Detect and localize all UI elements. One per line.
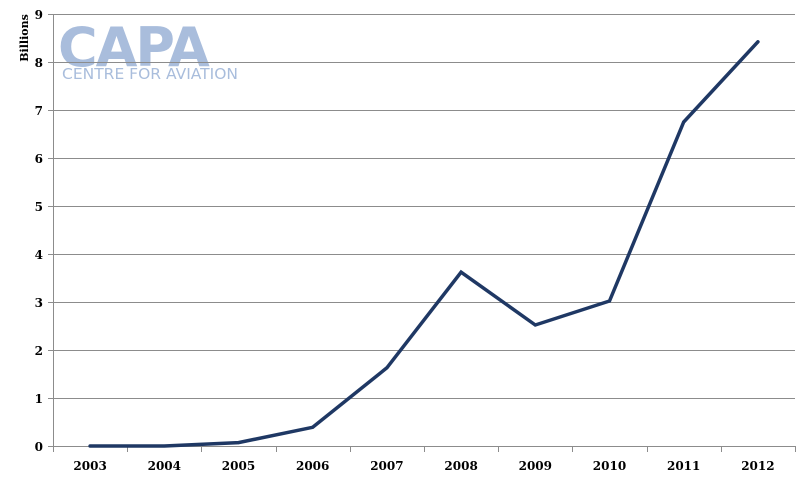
data-point [533,323,537,327]
logo-brand-text: CAPA [58,16,210,79]
x-tick-label: 2010 [593,459,626,473]
x-tick-label: 2011 [667,459,700,473]
x-tick-label: 2007 [370,459,403,473]
data-point [162,444,166,448]
x-tick-label: 2009 [519,459,552,473]
y-tick-label: 9 [35,8,43,22]
capa-logo-watermark: CAPA CENTRE FOR AVIATION [58,16,238,83]
gridlines [53,14,795,399]
data-point [459,270,463,274]
data-point [385,366,389,370]
y-tick-label: 2 [35,344,43,358]
series-group [88,40,760,448]
data-point [608,299,611,303]
y-axis-ticks: 0 1 2 3 4 5 6 7 8 9 [35,8,53,454]
y-tick-label: 3 [35,296,43,310]
x-tick-label: 2012 [741,459,774,473]
x-tick-label: 2008 [444,459,477,473]
x-axis-ticks: 2003 2004 2005 2006 2007 2008 2009 2010 2011 2012 [53,446,796,473]
y-tick-label: 5 [35,200,43,214]
data-point [88,444,92,448]
series-line-0 [88,40,760,448]
y-tick-label: 6 [35,152,43,166]
x-tick-label: 2005 [222,459,255,473]
logo-tagline-text: CENTRE FOR AVIATION [62,65,238,83]
y-tick-label: 1 [35,392,43,406]
x-tick-label: 2004 [148,459,181,473]
x-tick-label: 2003 [73,459,106,473]
y-tick-label: 4 [35,248,43,262]
data-point [237,441,240,445]
y-tick-label: 0 [35,440,43,454]
data-point [682,120,686,124]
y-axis-label: Billions [18,14,31,62]
y-tick-label: 8 [35,56,43,70]
data-point [756,40,760,44]
y-tick-label: 7 [35,104,43,118]
data-point [311,425,315,429]
x-tick-label: 2006 [296,459,329,473]
